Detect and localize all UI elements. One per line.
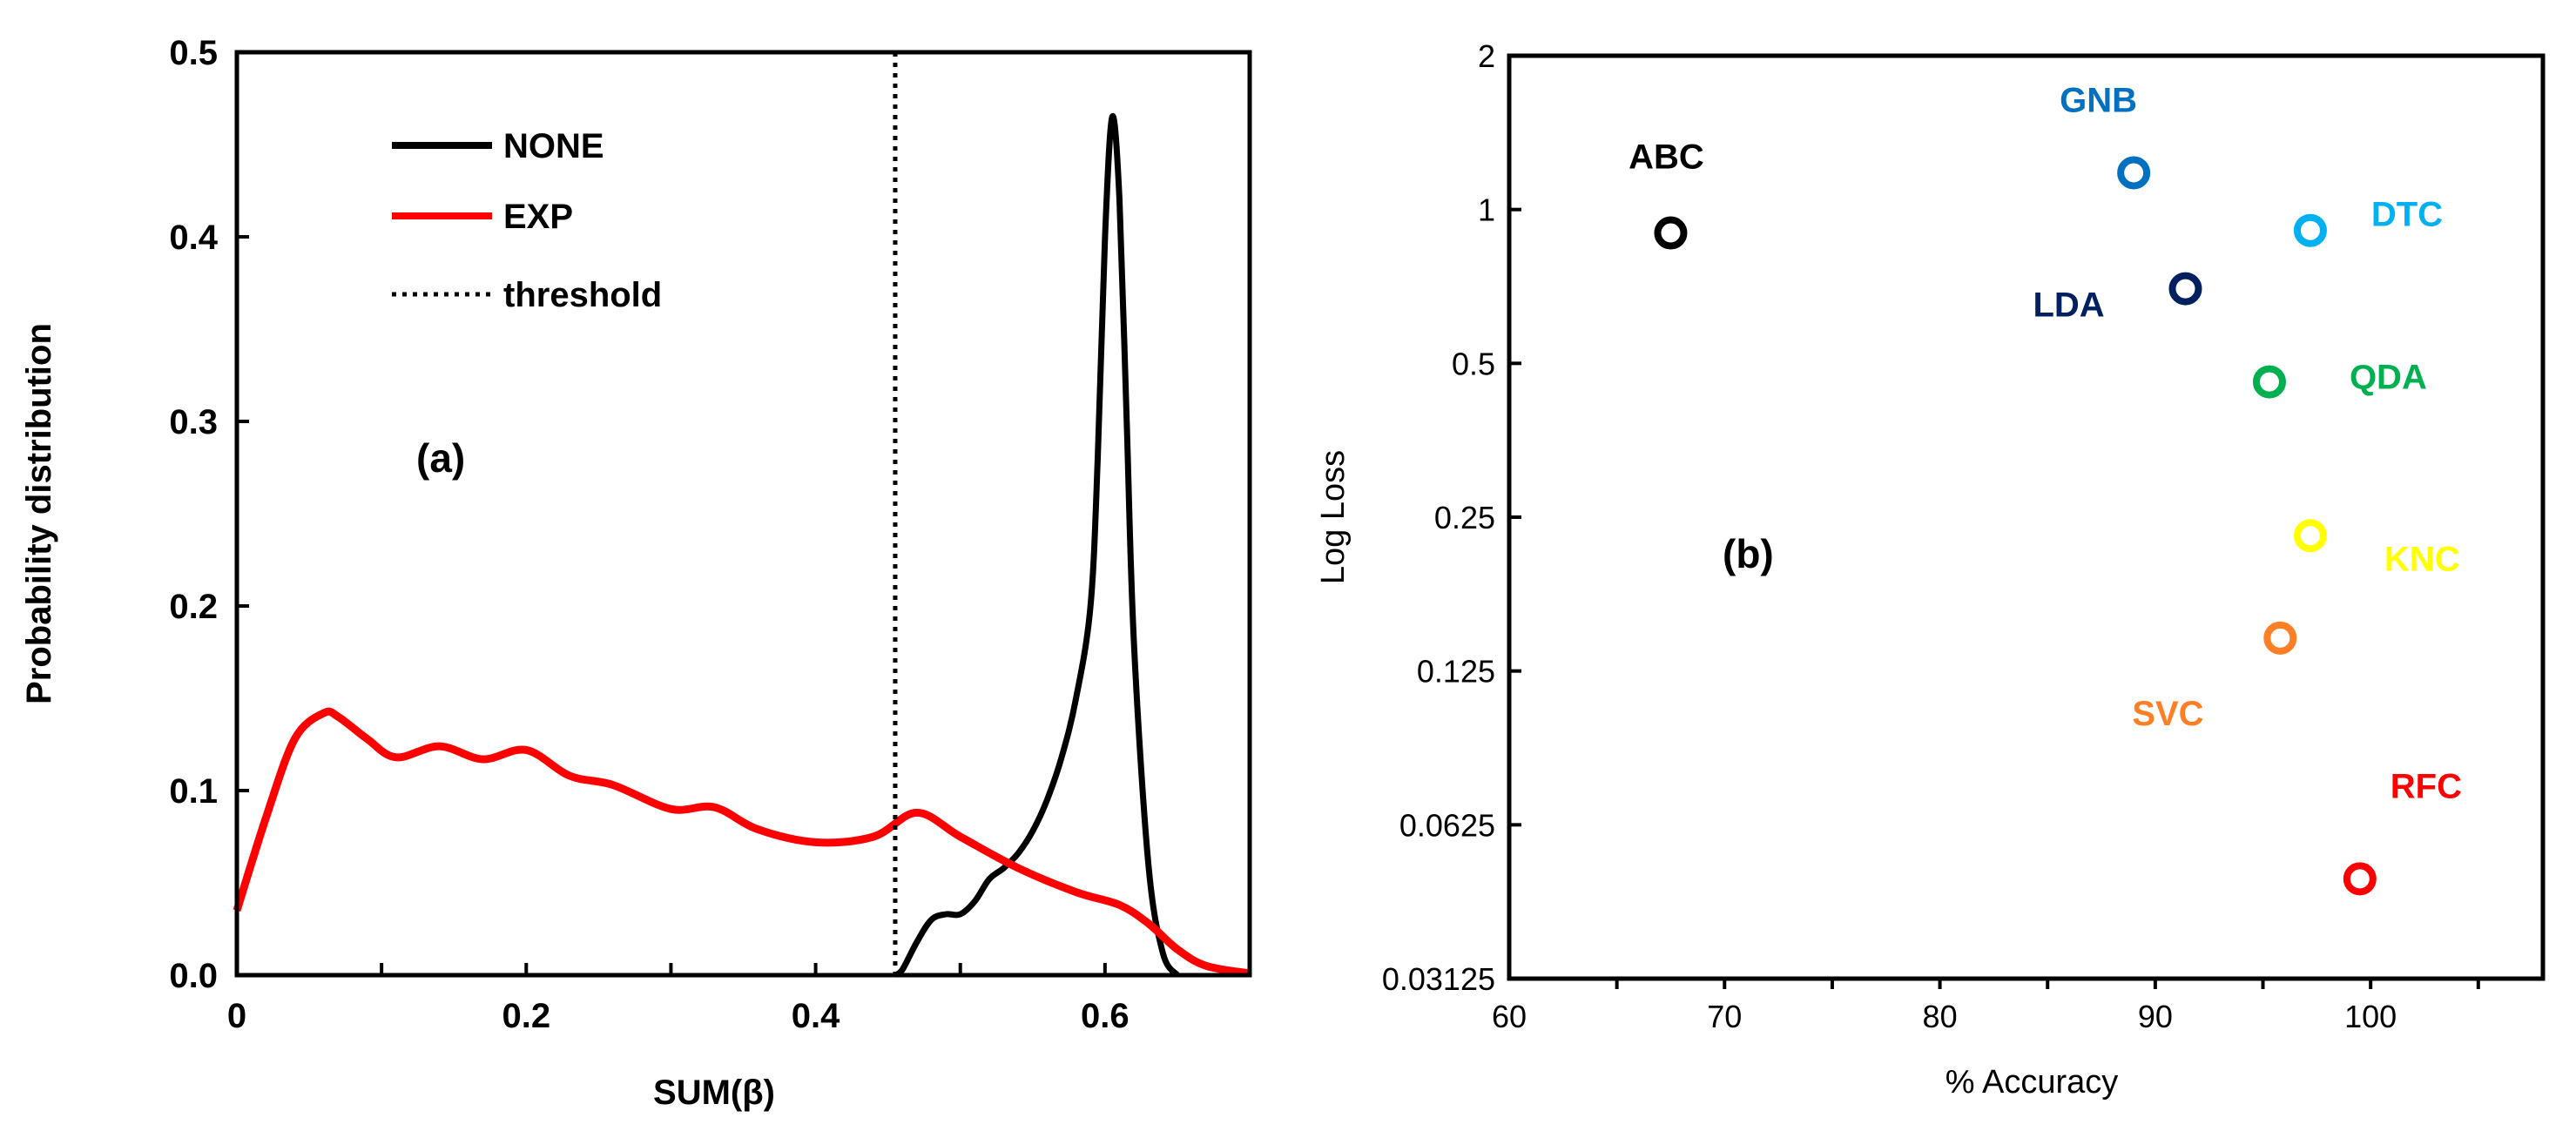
y-tick-label: 0.125 — [1417, 654, 1495, 690]
y-tick-label: 0.4 — [169, 219, 218, 257]
point-dtc — [2293, 213, 2327, 247]
panel-a-xlabel: SUM(β) — [653, 1074, 775, 1112]
point-svc — [2263, 621, 2297, 655]
y-tick-label: 0.0625 — [1399, 807, 1495, 843]
y-tick-label: 0.25 — [1434, 500, 1495, 535]
point-label-dtc: DTC — [2371, 196, 2443, 234]
point-label-gnb: GNB — [2060, 81, 2137, 119]
x-tick-label: 100 — [2344, 999, 2397, 1034]
y-tick-label: 1 — [1478, 192, 1495, 228]
x-tick-label: 60 — [1492, 999, 1527, 1034]
y-tick-label: 0.1 — [169, 772, 218, 811]
x-tick-label: 0 — [227, 997, 246, 1035]
x-tick-label: 0.2 — [502, 997, 550, 1035]
point-knc — [2293, 519, 2327, 553]
point-label-knc: KNC — [2384, 540, 2460, 578]
legend-label-threshold: threshold — [503, 276, 662, 314]
panel-b-xlabel: % Accuracy — [1945, 1064, 2119, 1101]
point-label-abc: ABC — [1629, 138, 1704, 177]
x-tick-label: 0.4 — [792, 997, 840, 1035]
panel-b-plot-frame — [1507, 53, 2546, 981]
panel-a-plot-frame — [234, 50, 1252, 978]
legend-label-exp: EXP — [503, 198, 573, 236]
panel-a-ylabel: Probability distribution — [20, 323, 58, 704]
x-tick-label: 0.6 — [1081, 997, 1130, 1035]
y-tick-label: 0.2 — [169, 588, 218, 626]
point-rfc — [2343, 862, 2377, 896]
panel-b-label: (b) — [1723, 531, 1774, 576]
point-gnb — [2117, 156, 2151, 190]
point-qda — [2252, 365, 2286, 399]
legend-label-none: NONE — [503, 127, 604, 165]
x-tick-label: 70 — [1707, 999, 1742, 1034]
series-line-none — [893, 113, 1180, 979]
y-tick-label: 0.0 — [169, 957, 218, 995]
x-tick-label: 90 — [2138, 999, 2173, 1034]
point-lda — [2168, 272, 2202, 306]
point-label-lda: LDA — [2033, 286, 2104, 325]
panel-b-ylabel: Log Loss — [1315, 450, 1352, 584]
panel-a-chart: 0.0 0.1 0.2 0.3 0.4 0.5 0 0.2 0.4 0.6 NONE EXP thr… — [20, 34, 1252, 1112]
y-tick-label: 2 — [1478, 38, 1495, 74]
panel-a-label: (a) — [416, 435, 465, 481]
y-tick-label: 0.5 — [169, 34, 218, 72]
y-tick-label: 0.03125 — [1382, 961, 1495, 997]
point-label-svc: SVC — [2132, 695, 2203, 733]
y-tick-label: 0.3 — [169, 403, 218, 441]
y-tick-label: 0.5 — [1452, 346, 1495, 381]
point-abc — [1654, 216, 1688, 250]
point-label-rfc: RFC — [2391, 767, 2462, 805]
x-tick-label: 80 — [1923, 999, 1958, 1034]
series-line-exp — [233, 707, 1251, 978]
point-label-qda: QDA — [2350, 359, 2427, 397]
